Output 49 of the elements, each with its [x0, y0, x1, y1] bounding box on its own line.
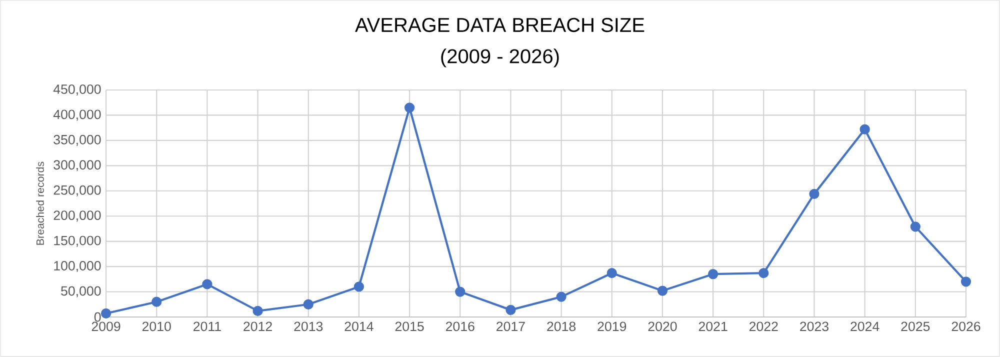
- point: [809, 188, 820, 199]
- x-tick-label: 2025: [901, 322, 930, 332]
- x-tick-label: 2019: [598, 322, 626, 332]
- y-tick-label: 200,000: [54, 210, 101, 222]
- y-tick-label: 50,000: [61, 286, 101, 298]
- x-tick-label: 2023: [800, 322, 828, 332]
- x-tick-label: 2020: [648, 322, 677, 332]
- y-tick-label: 150,000: [54, 236, 101, 247]
- point: [506, 304, 516, 315]
- y-tick-label: 350,000: [54, 134, 101, 146]
- point: [910, 222, 920, 232]
- x-tick-label: 2026: [952, 322, 980, 332]
- y-tick-label: 400,000: [53, 110, 101, 121]
- x-tick-label: 2018: [547, 322, 576, 332]
- y-tick-label: 100,000: [54, 261, 101, 272]
- point: [152, 296, 162, 307]
- point: [252, 306, 263, 316]
- point: [960, 276, 972, 287]
- x-tick-label: 2010: [142, 322, 171, 332]
- x-tick-label: 2013: [294, 322, 323, 332]
- point: [354, 282, 364, 292]
- x-tick-label: 2012: [244, 322, 272, 332]
- x-tick-label: 2011: [194, 322, 221, 332]
- y-axis-title: Breached records: [36, 162, 44, 245]
- point: [758, 268, 769, 278]
- point: [556, 292, 566, 302]
- x-tick-label: 2015: [395, 322, 424, 332]
- point: [860, 124, 870, 134]
- chart-title: AVERAGE DATA BREACH SIZE: [355, 18, 644, 32]
- point: [606, 268, 617, 278]
- x-tick-label: 2024: [850, 322, 880, 332]
- y-tick-label: 250,000: [54, 185, 101, 196]
- point: [708, 269, 718, 280]
- point: [100, 308, 112, 319]
- chart-subtitle: (2009 - 2026): [441, 48, 559, 68]
- point: [657, 286, 668, 296]
- x-tick-label: 2021: [698, 322, 728, 332]
- point: [202, 279, 212, 290]
- point: [303, 299, 314, 310]
- x-tick-label: 2022: [749, 322, 778, 332]
- x-tick-label: 2014: [344, 322, 374, 332]
- x-tick-label: 2016: [446, 322, 474, 332]
- y-tick-label: 450,000: [53, 84, 101, 96]
- y-tick-label: 0: [94, 312, 101, 322]
- point: [404, 102, 415, 113]
- x-tick-label: 2009: [92, 322, 120, 332]
- x-tick-label: 2017: [496, 322, 525, 332]
- point: [455, 286, 466, 297]
- y-tick-label: 300,000: [54, 160, 101, 172]
